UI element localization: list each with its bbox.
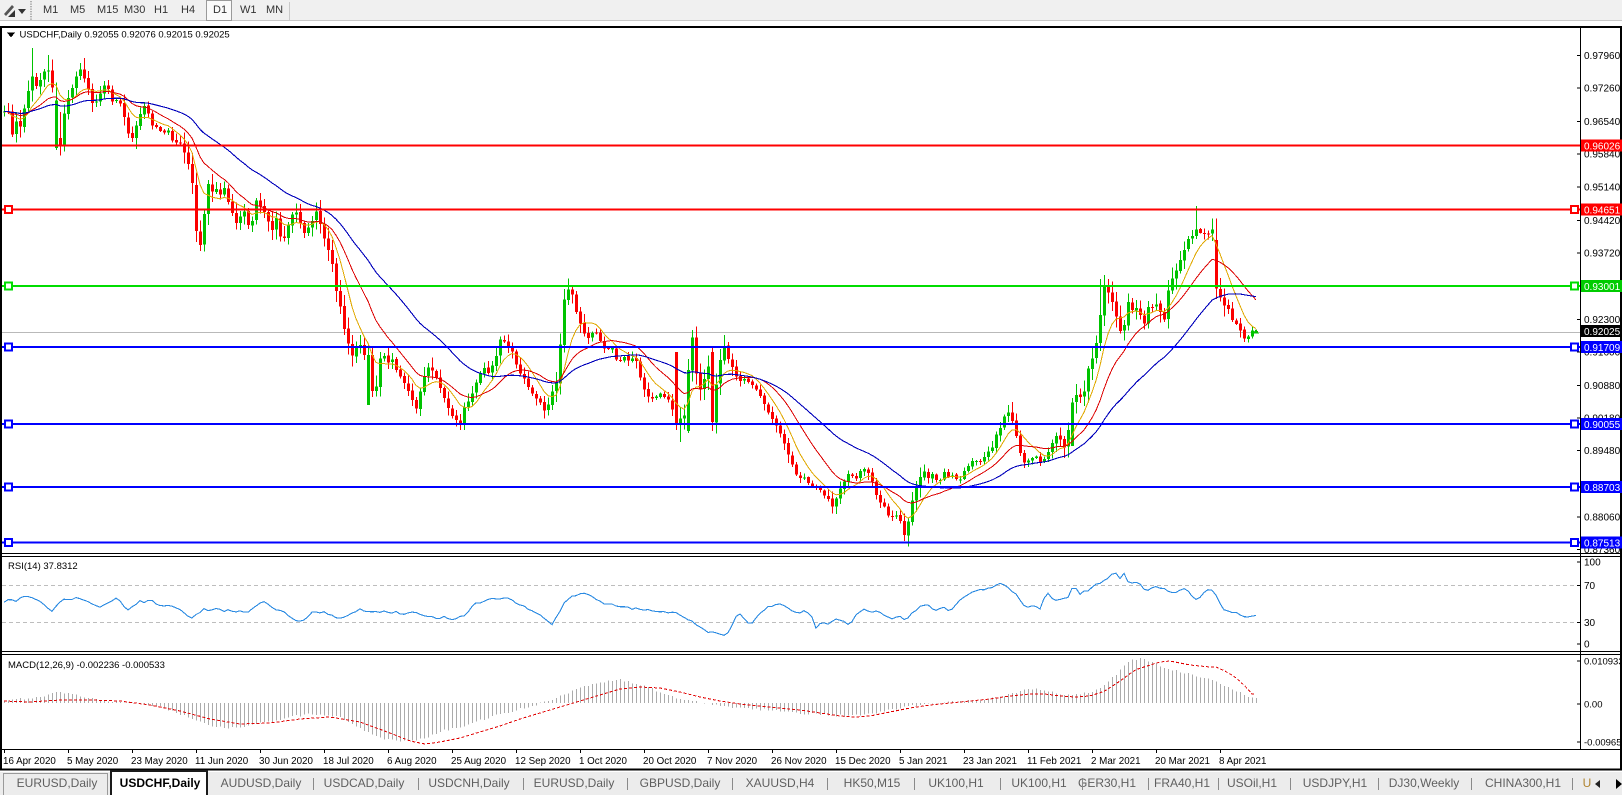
svg-text:70: 70 xyxy=(1584,581,1596,592)
svg-text:0.95840: 0.95840 xyxy=(1584,150,1621,161)
svg-text:RSI(14) 37.8312: RSI(14) 37.8312 xyxy=(8,561,78,572)
svg-text:0.00: 0.00 xyxy=(1584,700,1603,711)
svg-text:20 Oct 2020: 20 Oct 2020 xyxy=(643,756,697,767)
svg-text:0.90880: 0.90880 xyxy=(1584,381,1621,392)
svg-text:0.91709: 0.91709 xyxy=(1584,343,1621,354)
svg-text:0.97960: 0.97960 xyxy=(1584,51,1621,62)
svg-text:0.96026: 0.96026 xyxy=(1584,142,1621,153)
svg-text:0.96540: 0.96540 xyxy=(1584,117,1621,128)
svg-text:0.87513: 0.87513 xyxy=(1584,539,1621,550)
svg-text:23 May 2020: 23 May 2020 xyxy=(131,756,188,767)
svg-text:0.88703: 0.88703 xyxy=(1584,483,1621,494)
svg-text:0.010933: 0.010933 xyxy=(1584,657,1622,668)
svg-text:0.90055: 0.90055 xyxy=(1584,420,1621,431)
svg-text:0.92300: 0.92300 xyxy=(1584,315,1621,326)
svg-text:6 Aug 2020: 6 Aug 2020 xyxy=(387,756,437,767)
svg-text:26 Nov 2020: 26 Nov 2020 xyxy=(771,756,827,767)
svg-text:18 Jul 2020: 18 Jul 2020 xyxy=(323,756,374,767)
svg-text:7 Nov 2020: 7 Nov 2020 xyxy=(707,756,758,767)
svg-text:0.94651: 0.94651 xyxy=(1584,206,1621,217)
svg-text:30 Jun 2020: 30 Jun 2020 xyxy=(259,756,313,767)
svg-text:-0.009653: -0.009653 xyxy=(1584,738,1622,749)
svg-text:0.94420: 0.94420 xyxy=(1584,216,1621,227)
svg-text:30: 30 xyxy=(1584,618,1596,629)
svg-text:5 Jan 2021: 5 Jan 2021 xyxy=(899,756,947,767)
svg-text:MACD(12,26,9) -0.002236 -0.000: MACD(12,26,9) -0.002236 -0.000533 xyxy=(8,660,165,671)
svg-text:12 Sep 2020: 12 Sep 2020 xyxy=(515,756,571,767)
svg-text:0.87360: 0.87360 xyxy=(1584,545,1621,556)
svg-text:2 Mar 2021: 2 Mar 2021 xyxy=(1091,756,1141,767)
svg-text:0.95140: 0.95140 xyxy=(1584,182,1621,193)
svg-text:0: 0 xyxy=(1584,640,1590,651)
svg-text:0.92025: 0.92025 xyxy=(1584,327,1621,338)
svg-text:0.88060: 0.88060 xyxy=(1584,513,1621,524)
svg-text:20 Mar 2021: 20 Mar 2021 xyxy=(1155,756,1210,767)
svg-text:0.93001: 0.93001 xyxy=(1584,282,1621,293)
svg-text:23 Jan 2021: 23 Jan 2021 xyxy=(963,756,1017,767)
svg-text:25 Aug 2020: 25 Aug 2020 xyxy=(451,756,507,767)
svg-text:16 Apr 2020: 16 Apr 2020 xyxy=(3,756,56,767)
svg-text:USDCHF,Daily 0.92055 0.92076: USDCHF,Daily 0.92055 0.92076 0.92015 0.9… xyxy=(20,30,230,41)
svg-text:1 Oct 2020: 1 Oct 2020 xyxy=(579,756,627,767)
svg-text:11 Jun 2020: 11 Jun 2020 xyxy=(195,756,249,767)
svg-text:0.97260: 0.97260 xyxy=(1584,84,1621,95)
svg-text:100: 100 xyxy=(1584,558,1601,569)
svg-text:15 Dec 2020: 15 Dec 2020 xyxy=(835,756,891,767)
svg-text:5 May 2020: 5 May 2020 xyxy=(67,756,119,767)
svg-text:8 Apr 2021: 8 Apr 2021 xyxy=(1219,756,1266,767)
svg-text:11 Feb 2021: 11 Feb 2021 xyxy=(1027,756,1081,767)
svg-text:0.93720: 0.93720 xyxy=(1584,249,1621,260)
svg-text:0.89480: 0.89480 xyxy=(1584,446,1621,457)
